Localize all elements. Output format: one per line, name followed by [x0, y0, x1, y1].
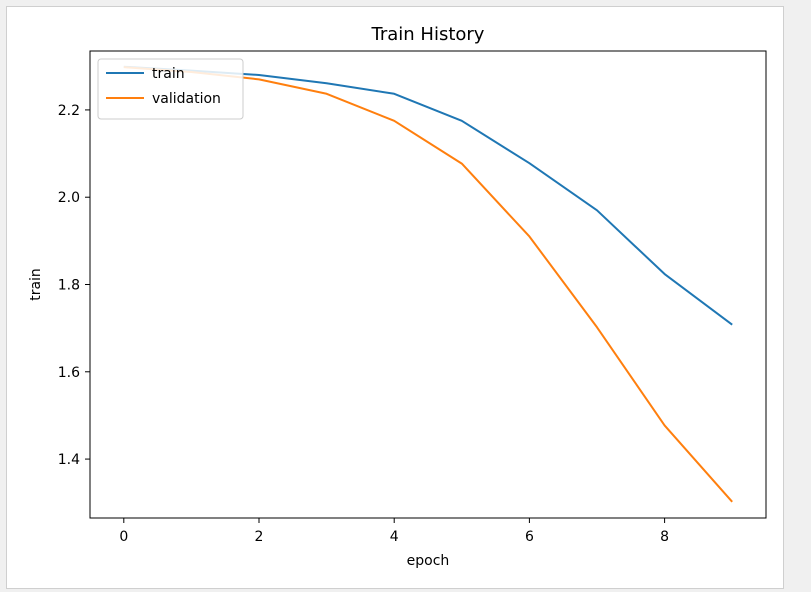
- plot-area: [89, 50, 767, 519]
- y-tick-label: 2.2: [58, 103, 80, 119]
- legend-label-validation: validation: [152, 91, 221, 107]
- y-tick-label: 2.0: [58, 190, 80, 206]
- chart-title: Train History: [371, 24, 485, 45]
- x-tick-label: 2: [255, 529, 264, 545]
- legend-label-train: train: [152, 66, 185, 82]
- x-tick-label: 8: [660, 529, 669, 545]
- x-tick-label: 0: [119, 529, 128, 545]
- y-tick-label: 1.4: [58, 452, 80, 468]
- legend: train validation: [97, 58, 244, 120]
- y-axis-label: train: [28, 268, 44, 301]
- y-tick-label: 1.8: [58, 278, 80, 294]
- x-tick-label: 4: [390, 529, 399, 545]
- x-axis-label: epoch: [407, 553, 450, 569]
- x-tick-label: 6: [525, 529, 534, 545]
- axes: 0 2 4 6 8 1.4 1.6 1.8 2.0 2.2: [58, 103, 669, 545]
- y-tick-label: 1.6: [58, 365, 80, 381]
